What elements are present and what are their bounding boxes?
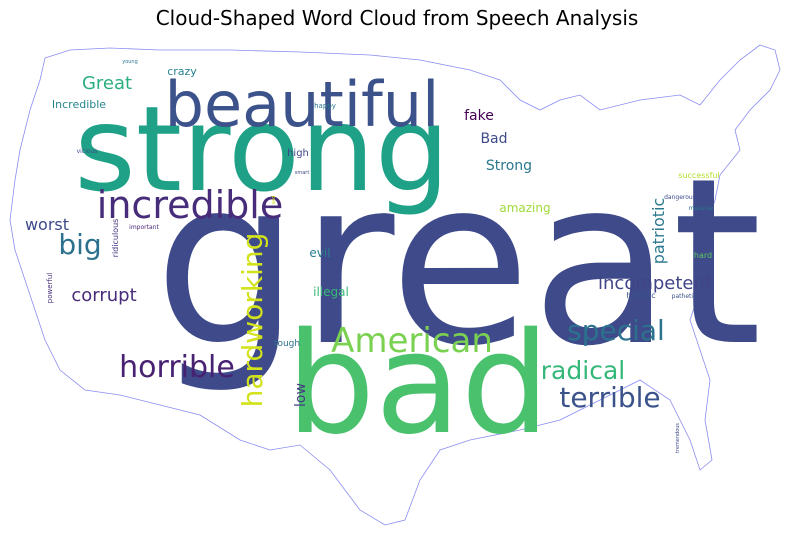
word-hard: hard	[694, 251, 712, 260]
word-strong: strong	[74, 80, 450, 218]
word-tough: tough	[274, 339, 300, 349]
word-ridiculous: ridiculous	[111, 219, 120, 258]
word-amazing: amazing	[499, 201, 550, 215]
chart-title: Cloud-Shaped Word Cloud from Speech Anal…	[155, 6, 639, 30]
word-evil: evil	[309, 246, 330, 260]
word-incredible: incredible	[97, 183, 283, 227]
word-fake: fake	[464, 108, 494, 124]
word-great: great	[154, 130, 762, 397]
word-young: young	[122, 59, 138, 65]
word-worst: worst	[25, 215, 69, 234]
word-happy: happy	[314, 102, 336, 110]
word-tremendous: tremendous	[675, 423, 681, 454]
word-big: big	[58, 228, 101, 261]
word-radical: radical	[541, 356, 625, 385]
word-pathetic: pathetic	[672, 293, 697, 300]
word-smart: smart	[295, 170, 310, 176]
word-patriotic: patriotic	[649, 198, 668, 265]
word-important: important	[129, 224, 159, 231]
word-beautiful: beautiful	[165, 68, 440, 141]
word-powerful: powerful	[46, 273, 54, 304]
word-dangerous: dangerous	[664, 194, 696, 201]
word-vicious: vicious	[77, 148, 98, 155]
word-special: special	[567, 314, 665, 347]
word-historic: historic	[626, 291, 655, 300]
word-crazy: crazy	[167, 65, 197, 78]
word-bad: bad	[286, 303, 550, 466]
word-low: low	[293, 383, 309, 407]
word-terrible: terrible	[559, 381, 660, 414]
word-bad: Bad	[480, 131, 507, 147]
word-great: Great	[82, 73, 132, 94]
word-incompetent: incompetent	[598, 273, 712, 294]
word-massive: massive	[689, 205, 714, 212]
word-high: high	[287, 148, 309, 159]
word-american: American	[331, 321, 493, 361]
word-successful: successful	[678, 171, 719, 180]
word-illegal: illegal	[313, 285, 349, 299]
map-outline	[9, 44, 781, 526]
word-sad: sad	[271, 196, 277, 205]
word-horrible: horrible	[119, 350, 235, 385]
word-hardworking: hardworking	[236, 233, 269, 408]
word-incredible: Incredible	[52, 98, 106, 111]
word-strong: Strong	[486, 158, 532, 174]
word-corrupt: corrupt	[71, 285, 136, 306]
